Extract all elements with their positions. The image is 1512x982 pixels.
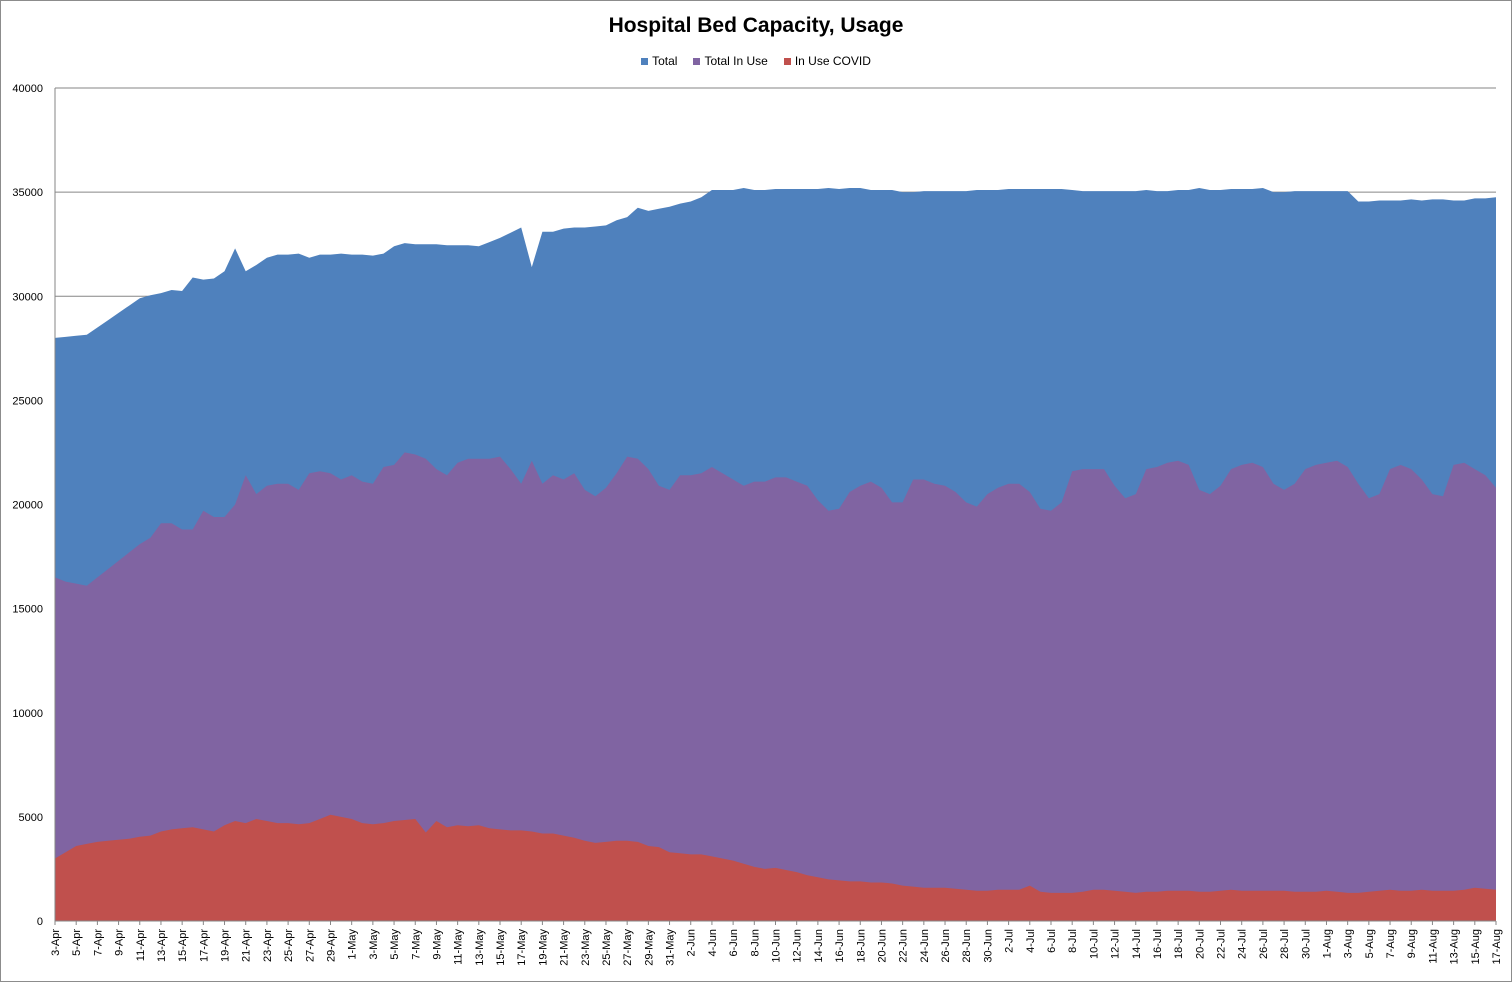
x-tick-label: 17-Aug [1491, 929, 1503, 964]
legend-label-total: Total [652, 54, 678, 68]
x-tick-label: 5-Apr [71, 929, 83, 956]
area-total-in-use [55, 452, 1496, 921]
x-tick-label: 11-Apr [135, 929, 147, 962]
x-tick-label: 16-Jul [1152, 929, 1164, 959]
x-tick-label: 7-Apr [92, 929, 104, 956]
legend-label-in-use-covid: In Use COVID [794, 54, 871, 68]
x-tick-label: 14-Jun [813, 929, 825, 963]
y-tick-label: 10000 [12, 708, 43, 720]
y-tick-label: 20000 [12, 500, 43, 512]
x-tick-label: 1-Aug [1321, 929, 1333, 958]
x-tick-label: 9-Aug [1406, 929, 1418, 958]
x-tick-label: 19-May [537, 929, 549, 966]
x-tick-label: 2-Jun [686, 929, 698, 957]
x-tick-label: 28-Jul [1279, 929, 1291, 959]
x-tick-label: 15-Aug [1470, 929, 1482, 964]
x-tick-label: 15-Apr [177, 929, 189, 962]
chart-title: Hospital Bed Capacity, Usage [608, 14, 904, 37]
x-tick-label: 5-May [389, 929, 401, 960]
x-tick-label: 1-May [347, 929, 359, 960]
x-tick-label: 25-May [601, 929, 613, 966]
x-tick-label: 24-Jun [919, 929, 931, 963]
x-tick-label: 12-Jun [792, 929, 804, 963]
y-tick-label: 15000 [12, 604, 43, 616]
legend-item-total: Total [641, 54, 677, 68]
x-tick-label: 3-Apr [50, 929, 62, 956]
x-tick-label: 10-Jul [1088, 929, 1100, 959]
x-tick-label: 4-Jul [1025, 929, 1037, 953]
x-tick-label: 23-May [580, 929, 592, 966]
y-tick-label: 0 [37, 916, 43, 928]
x-tick-label: 5-Aug [1364, 929, 1376, 958]
x-tick-label: 11-May [453, 929, 465, 965]
x-tick-label: 18-Jun [855, 929, 867, 963]
x-tick-label: 4-Jun [707, 929, 719, 957]
x-tick-label: 27-May [622, 929, 634, 966]
x-tick-label: 18-Jul [1173, 929, 1185, 959]
x-tick-label: 17-Apr [198, 929, 210, 962]
legend-label-total-in-use: Total In Use [704, 54, 768, 68]
x-tick-label: 20-Jun [876, 929, 888, 963]
y-tick-label: 40000 [12, 83, 43, 95]
x-tick-label: 6-Jul [1046, 929, 1058, 953]
x-tick-label: 9-Apr [114, 929, 126, 956]
x-tick-label: 31-May [665, 929, 677, 966]
y-tick-label: 35000 [12, 187, 43, 199]
x-tick-label: 6-Jun [728, 929, 740, 957]
x-tick-label: 3-Aug [1343, 929, 1355, 958]
x-tick-label: 27-Apr [304, 929, 316, 962]
x-tick-label: 17-May [516, 929, 528, 966]
x-tick-label: 19-Apr [220, 929, 232, 962]
legend-swatch-total [641, 57, 649, 65]
x-tick-label: 29-May [643, 929, 655, 966]
legend-item-total-in-use: Total In Use [693, 54, 768, 68]
x-tick-label: 25-Apr [283, 929, 295, 962]
x-tick-label: 20-Jul [1194, 929, 1206, 959]
x-tick-label: 10-Jun [771, 929, 783, 963]
x-tick-label: 23-Apr [262, 929, 274, 962]
x-tick-label: 22-Jun [898, 929, 910, 963]
legend: Total Total In Use In Use COVID [0, 54, 1512, 68]
x-tick-label: 14-Jul [1131, 929, 1143, 959]
x-tick-label: 22-Jul [1216, 929, 1228, 959]
x-tick-label: 12-Jul [1110, 929, 1122, 959]
x-tick-label: 26-Jul [1258, 929, 1270, 959]
x-tick-label: 28-Jun [961, 929, 973, 963]
x-tick-label: 30-Jul [1300, 929, 1312, 959]
y-tick-label: 5000 [19, 812, 43, 824]
legend-swatch-in-use-covid [783, 57, 791, 65]
x-tick-label: 9-May [431, 929, 443, 960]
y-tick-label: 30000 [12, 291, 43, 303]
area-in-use-covid [55, 814, 1496, 921]
x-tick-label: 15-May [495, 929, 507, 966]
x-tick-label: 3-May [368, 929, 380, 960]
x-tick-label: 8-Jul [1067, 929, 1079, 953]
x-tick-label: 21-Apr [241, 929, 253, 962]
x-tick-label: 30-Jun [982, 929, 994, 963]
x-tick-label: 7-May [410, 929, 422, 960]
x-tick-label: 7-Aug [1385, 929, 1397, 958]
x-tick-label: 24-Jul [1237, 929, 1249, 959]
legend-swatch-total-in-use [693, 57, 701, 65]
x-tick-label: 13-May [474, 929, 486, 966]
x-tick-label: 26-Jun [940, 929, 952, 963]
x-tick-label: 11-Aug [1427, 929, 1439, 964]
x-tick-label: 2-Jul [1004, 929, 1016, 953]
x-tick-label: 8-Jun [749, 929, 761, 957]
x-tick-label: 13-Aug [1449, 929, 1461, 964]
y-tick-label: 25000 [12, 395, 43, 407]
x-tick-label: 21-May [559, 929, 571, 966]
x-tick-label: 13-Apr [156, 929, 168, 962]
legend-item-in-use-covid: In Use COVID [783, 54, 871, 68]
x-tick-label: 29-Apr [325, 929, 337, 962]
x-tick-label: 16-Jun [834, 929, 846, 963]
